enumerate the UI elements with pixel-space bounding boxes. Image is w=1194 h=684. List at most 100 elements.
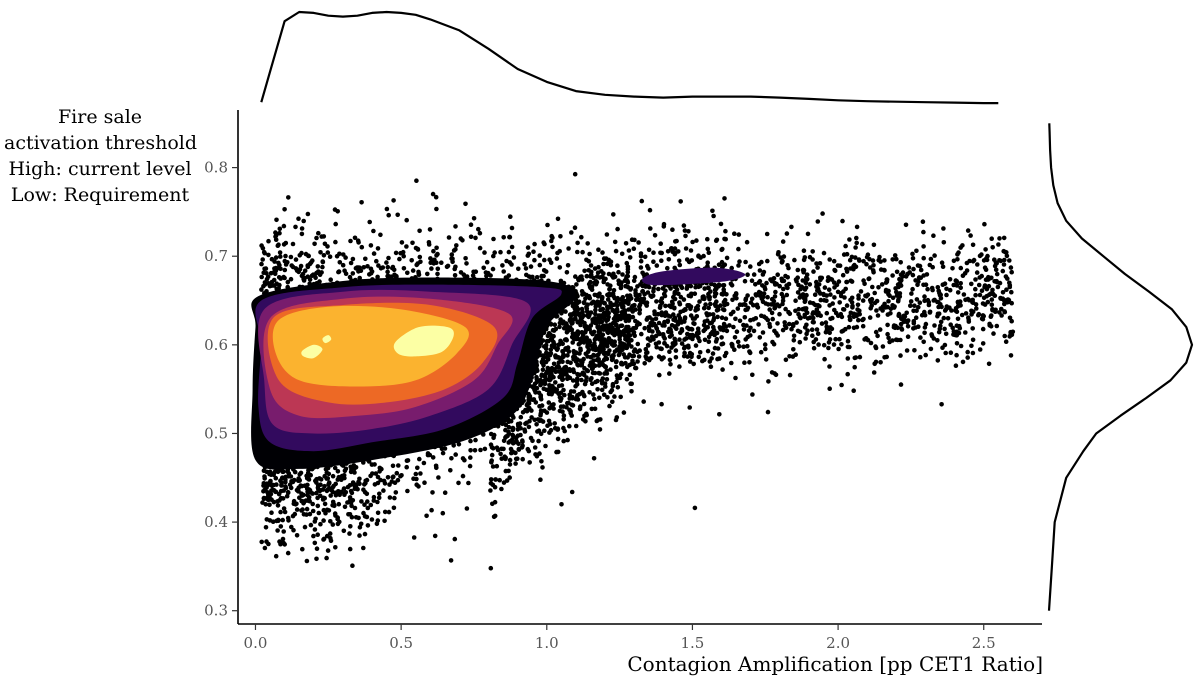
scatter-point (751, 317, 756, 322)
scatter-point (941, 226, 946, 231)
scatter-point (794, 320, 799, 325)
scatter-point (476, 226, 481, 232)
scatter-point (264, 271, 269, 276)
scatter-point (784, 231, 790, 236)
scatter-point (721, 283, 727, 288)
scatter-point (384, 206, 390, 212)
scatter-point (273, 255, 279, 260)
scatter-point (836, 346, 841, 352)
scatter-point (835, 313, 841, 319)
scatter-point (770, 339, 775, 345)
scatter-point (654, 299, 659, 304)
scatter-point (732, 335, 738, 340)
scatter-point (762, 342, 768, 347)
scatter-point (509, 225, 515, 231)
scatter-point (593, 307, 598, 313)
scatter-point (729, 265, 734, 271)
scatter-point (613, 248, 619, 254)
scatter-point (672, 336, 677, 342)
scatter-point (546, 331, 552, 336)
scatter-point (717, 412, 722, 417)
scatter-point (468, 222, 474, 227)
scatter-point (828, 316, 833, 322)
scatter-point (947, 277, 953, 282)
scatter-point (797, 329, 803, 335)
scatter-point (880, 308, 885, 313)
scatter-point (942, 342, 948, 348)
marginal-y-curve (1047, 123, 1194, 611)
scatter-point (765, 409, 771, 415)
scatter-point (820, 211, 825, 216)
scatter-point (989, 297, 995, 302)
scatter-point (958, 245, 963, 250)
scatter-point (508, 214, 513, 219)
scatter-point (651, 288, 656, 294)
scatter-point (712, 302, 718, 307)
scatter-point (814, 261, 819, 266)
scatter-point (390, 265, 395, 271)
scatter-point (638, 265, 644, 270)
scatter-point (636, 240, 641, 245)
scatter-point (723, 316, 729, 322)
scatter-point (802, 287, 808, 292)
scatter-point (593, 311, 598, 317)
scatter-point (886, 288, 891, 294)
scatter-point (858, 289, 864, 294)
scatter-point (847, 237, 852, 242)
scatter-point (870, 258, 876, 263)
scatter-point (1002, 333, 1007, 339)
scatter-point (827, 364, 832, 369)
scatter-point (847, 317, 853, 323)
scatter-point (989, 313, 994, 318)
scatter-point (643, 346, 649, 352)
scatter-point (681, 297, 687, 302)
scatter-point (757, 278, 763, 284)
scatter-point (405, 458, 411, 463)
scatter-point (674, 238, 679, 244)
scatter-point (994, 271, 1000, 277)
scatter-point (417, 228, 422, 234)
scatter-point (660, 332, 666, 337)
scatter-point (676, 319, 682, 325)
scatter-point (917, 300, 923, 306)
scatter-point (1002, 309, 1007, 314)
scatter-point (936, 288, 941, 294)
scatter-point (879, 282, 885, 287)
scatter-point (541, 273, 546, 279)
scatter-point (665, 318, 671, 324)
scatter-point (410, 268, 416, 273)
scatter-point (696, 331, 701, 336)
scatter-point (542, 257, 547, 263)
scatter-point (696, 335, 701, 341)
scatter-point (333, 221, 339, 227)
scatter-point (736, 246, 741, 252)
scatter-point (743, 259, 748, 265)
scatter-point (648, 226, 653, 231)
scatter-point (885, 331, 890, 337)
scatter-point (965, 228, 971, 233)
scatter-point (877, 327, 883, 332)
scatter-point (348, 238, 353, 244)
scatter-point (706, 285, 711, 291)
scatter-point (977, 292, 983, 298)
scatter-point (677, 364, 682, 369)
scatter-point (417, 254, 423, 260)
scatter-point (684, 336, 689, 341)
scatter-point (905, 334, 911, 340)
scatter-point (755, 305, 761, 310)
scatter-point (803, 306, 809, 311)
scatter-point (661, 291, 667, 297)
scatter-point (898, 382, 904, 387)
scatter-point (969, 343, 974, 349)
scatter-point (993, 309, 998, 315)
scatter-point (833, 336, 838, 342)
scatter-point (453, 224, 458, 229)
scatter-point (916, 304, 921, 310)
scatter-point (823, 320, 829, 325)
scatter-point (786, 321, 792, 327)
scatter-point (814, 307, 820, 312)
scatter-point (629, 344, 634, 349)
scatter-point (769, 370, 775, 375)
scatter-point (821, 342, 827, 348)
